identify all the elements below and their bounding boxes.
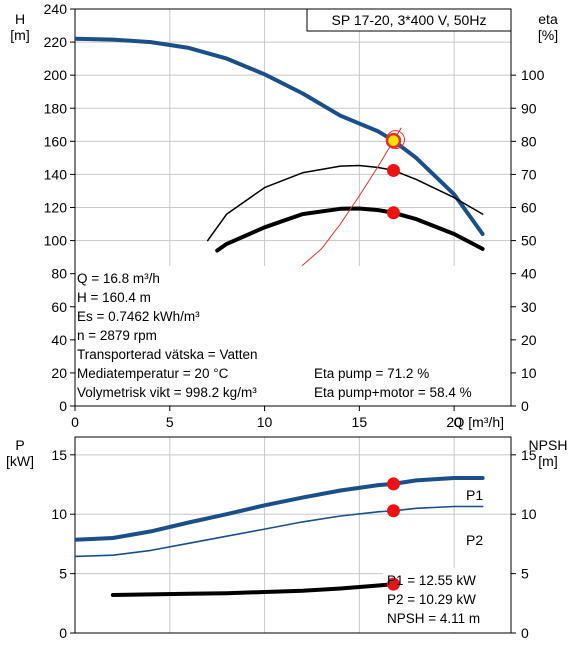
top-info-left-line: Transporterad vätska = Vatten <box>77 347 257 362</box>
top-left-tick-label: 240 <box>44 1 68 17</box>
bottom-plot-frame <box>74 436 512 634</box>
efficiency-point-marker <box>386 206 400 220</box>
top-right-axis-title: eta <box>538 11 558 27</box>
bottom-left-tick-label: 15 <box>51 447 67 463</box>
top-info-left-line: Es = 0.7462 kWh/m³ <box>77 309 200 324</box>
chart-title: SP 17-20, 3*400 V, 50Hz <box>332 12 487 28</box>
top-info-right-line: Eta pump+motor = 58.4 % <box>314 385 472 400</box>
top-x-tick-label: 0 <box>71 414 79 430</box>
top-left-tick-label: 20 <box>51 365 67 381</box>
bottom-series-name-P1: P1 <box>466 487 483 503</box>
bottom-left-axis-unit: [kW] <box>6 453 34 469</box>
top-left-tick-label: 120 <box>44 200 68 216</box>
top-left-tick-label: 140 <box>44 166 68 182</box>
top-info-text-mask <box>76 266 300 405</box>
bottom-right-tick-label: 0 <box>521 625 529 641</box>
top-info-right-line: Eta pump = 71.2 % <box>314 366 429 381</box>
top-right-tick-label: 100 <box>521 67 545 83</box>
top-left-tick-label: 0 <box>59 398 67 414</box>
bottom-info-right-line: NPSH = 4.11 m <box>387 611 480 626</box>
top-left-tick-label: 80 <box>51 266 67 282</box>
duty-point-marker <box>385 132 402 149</box>
top-x-tick-label: 20 <box>446 414 462 430</box>
bottom-info-right-line: P2 = 10.29 kW <box>387 592 476 607</box>
top-x-axis-label: Q [m³/h] <box>453 414 504 430</box>
top-right-axis-unit: [%] <box>538 27 558 43</box>
top-right-tick-label: 0 <box>521 398 529 414</box>
top-left-axis-unit: [m] <box>10 27 29 43</box>
bottom-right-tick-label: 10 <box>521 506 537 522</box>
chart-title-box <box>306 8 512 32</box>
top-x-tick-label: 5 <box>166 414 174 430</box>
top-right-tick-label: 20 <box>521 332 537 348</box>
top-right-tick-label: 30 <box>521 299 537 315</box>
bottom-operating-point-marker <box>386 504 400 518</box>
top-left-tick-label: 220 <box>44 34 68 50</box>
bottom-info-panel <box>383 568 510 632</box>
bottom-series-1-line <box>75 505 484 558</box>
top-left-tick-label: 160 <box>44 133 68 149</box>
bottom-info-right-line: P1 = 12.55 kW <box>387 573 476 588</box>
bottom-series-name-P2: P2 <box>466 532 483 548</box>
top-right-tick-label: 10 <box>521 365 537 381</box>
top-right-tick-label: 90 <box>521 100 537 116</box>
top-info-left-line: Q = 16.8 m³/h <box>77 271 160 286</box>
top-info-left-line: H = 160.4 m <box>77 290 151 305</box>
top-left-tick-label: 60 <box>51 299 67 315</box>
bottom-operating-point-marker <box>386 477 400 491</box>
top-series-1-line <box>206 164 484 242</box>
bottom-left-tick-label: 10 <box>51 506 67 522</box>
top-info-left-line: n = 2879 rpm <box>77 328 157 343</box>
bottom-left-tick-label: 5 <box>59 566 67 582</box>
top-left-tick-label: 200 <box>44 67 68 83</box>
efficiency-point-marker <box>386 163 400 177</box>
bottom-right-tick-label: 15 <box>521 447 537 463</box>
top-series-0-line <box>75 36 485 236</box>
top-series-2-line <box>215 206 485 253</box>
top-right-tick-label: 60 <box>521 200 537 216</box>
top-info-left-line: Volymetrisk vikt = 998.2 kg/m³ <box>77 385 257 400</box>
top-x-tick-label: 15 <box>352 414 368 430</box>
top-right-tick-label: 70 <box>521 166 537 182</box>
bottom-series-0-line <box>75 476 485 542</box>
bottom-right-axis-unit: [m] <box>538 453 557 469</box>
top-left-tick-label: 40 <box>51 332 67 348</box>
top-right-tick-label: 40 <box>521 266 537 282</box>
top-right-tick-label: 50 <box>521 233 537 249</box>
top-left-axis-title: H <box>15 11 25 27</box>
top-left-tick-label: 180 <box>44 100 68 116</box>
bottom-left-tick-label: 0 <box>59 625 67 641</box>
top-info-left-line: Mediatemperatur = 20 °C <box>77 366 229 381</box>
bottom-series-2-line <box>110 582 396 597</box>
bottom-right-tick-label: 5 <box>521 566 529 582</box>
top-right-tick-label: 80 <box>521 133 537 149</box>
top-x-tick-label: 10 <box>257 414 273 430</box>
bottom-left-axis-title: P <box>15 437 24 453</box>
top-left-tick-label: 100 <box>44 233 68 249</box>
bottom-right-axis-title: NPSH <box>529 437 568 453</box>
bottom-operating-point-marker <box>386 577 400 591</box>
top-series-3-line <box>302 127 402 266</box>
